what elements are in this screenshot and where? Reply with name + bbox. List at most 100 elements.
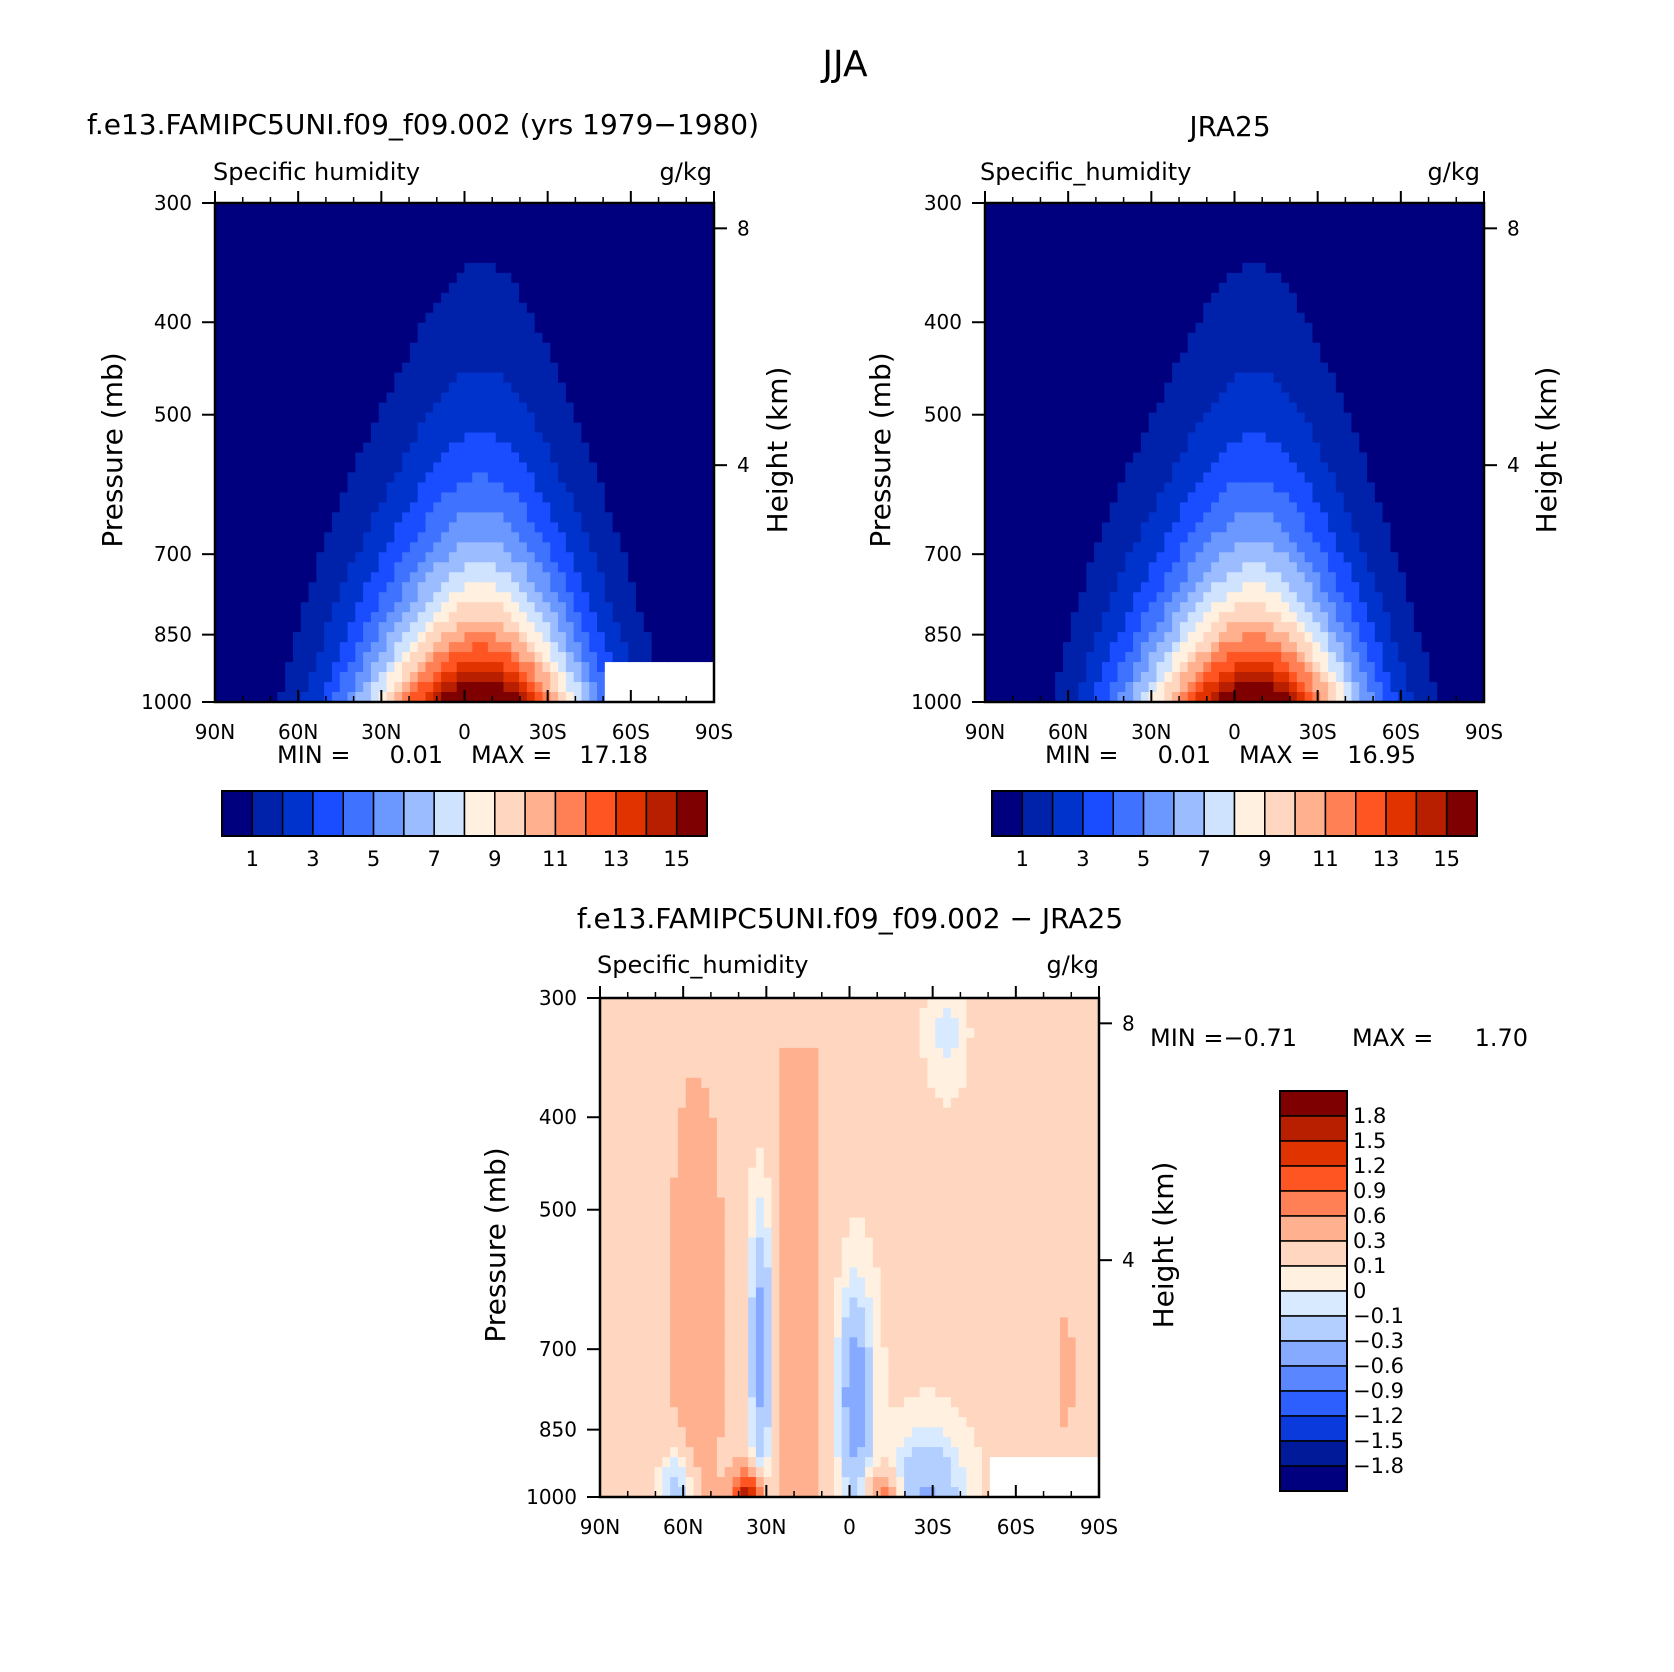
model-cell xyxy=(487,282,497,294)
obs-cell xyxy=(1062,462,1072,474)
obs-cell xyxy=(1203,232,1212,244)
model-cell xyxy=(550,332,559,344)
model-cell xyxy=(285,242,294,254)
obs-cell xyxy=(1164,212,1173,224)
model-cell xyxy=(316,312,325,324)
model-cell xyxy=(550,542,559,553)
obs-cell xyxy=(1156,512,1165,523)
model-cell xyxy=(355,272,364,284)
model-cell xyxy=(636,362,645,374)
obs-cell xyxy=(1218,672,1228,683)
model-cell xyxy=(425,252,434,264)
obs-cell xyxy=(1101,492,1111,503)
model-cell xyxy=(636,602,645,613)
model-cell xyxy=(480,512,489,523)
model-cell xyxy=(386,462,395,474)
model-cell xyxy=(573,412,583,424)
model-cell xyxy=(659,252,668,264)
model-cell xyxy=(675,222,684,234)
model-cell xyxy=(246,342,255,354)
model-cell xyxy=(441,432,450,444)
model-cell xyxy=(308,272,317,284)
obs-cell xyxy=(1039,602,1048,613)
model-cell xyxy=(433,262,442,274)
model-cell xyxy=(706,322,715,334)
model-cell xyxy=(448,282,458,294)
obs-cell xyxy=(1203,502,1212,513)
model-cell xyxy=(347,532,356,543)
model-colorbar-label: 5 xyxy=(367,847,380,871)
obs-cell xyxy=(1218,582,1228,593)
model-cell xyxy=(402,392,411,404)
model-cell xyxy=(363,242,372,254)
model-cell xyxy=(519,652,528,663)
model-cell xyxy=(339,292,349,304)
model-cell xyxy=(215,672,224,683)
model-cell xyxy=(292,372,302,384)
obs-cell xyxy=(1211,632,1220,643)
obs-cell xyxy=(1031,672,1041,683)
model-cell xyxy=(441,672,450,683)
model-cell xyxy=(503,212,512,224)
obs-cell xyxy=(1179,322,1189,334)
model-cell xyxy=(308,682,317,693)
obs-cell xyxy=(1195,502,1204,513)
model-cell xyxy=(448,632,458,643)
model-cell xyxy=(604,342,614,354)
obs-cell xyxy=(1156,382,1165,394)
model-cell xyxy=(308,412,317,424)
model-cell xyxy=(519,482,528,494)
model-cell xyxy=(558,312,567,324)
model-cell xyxy=(526,612,536,623)
model-cell xyxy=(417,492,427,503)
model-cell xyxy=(285,203,294,214)
model-cell xyxy=(409,662,419,673)
model-cell xyxy=(425,272,434,284)
model-cell xyxy=(581,582,590,593)
obs-cell xyxy=(1133,662,1142,673)
model-cell xyxy=(308,282,317,294)
model-cell xyxy=(292,252,302,264)
obs-cell xyxy=(1179,203,1189,214)
model-cell xyxy=(261,282,271,294)
model-cell xyxy=(698,412,707,424)
obs-cell xyxy=(1047,562,1056,573)
model-cell xyxy=(324,252,333,264)
model-cell xyxy=(363,552,372,563)
model-cell xyxy=(675,332,684,344)
obs-cell xyxy=(1140,582,1150,593)
obs-cell xyxy=(1218,692,1228,703)
model-cell xyxy=(363,382,372,394)
obs-cell xyxy=(1078,232,1087,244)
obs-cell xyxy=(1172,342,1181,354)
model-cell xyxy=(347,462,356,474)
obs-cell xyxy=(1101,442,1111,454)
model-cell xyxy=(682,552,692,563)
model-cell xyxy=(511,272,520,284)
model-cell xyxy=(448,422,458,434)
model-cell xyxy=(480,352,489,364)
model-cell xyxy=(285,262,294,274)
obs-cell xyxy=(1047,482,1056,494)
model-cell xyxy=(604,522,614,533)
obs-cell xyxy=(1133,682,1142,693)
obs-cell xyxy=(1164,442,1173,454)
model-cell xyxy=(355,642,364,653)
panel-model-ylabel: Pressure (mb) xyxy=(96,352,129,547)
model-cell xyxy=(511,542,520,553)
model-cell xyxy=(402,242,411,254)
model-cell xyxy=(604,512,614,523)
obs-cell xyxy=(1008,212,1017,224)
model-cell xyxy=(519,552,528,563)
model-cell xyxy=(448,372,458,384)
model-cell xyxy=(589,222,598,234)
model-cell xyxy=(604,412,614,424)
model-cell xyxy=(581,362,590,374)
obs-cell xyxy=(1148,222,1158,234)
model-cell xyxy=(597,252,606,264)
model-cell xyxy=(363,492,372,503)
obs-cell xyxy=(1203,292,1212,304)
model-cell xyxy=(308,542,317,553)
model-cell xyxy=(417,612,427,623)
model-cell xyxy=(480,592,489,603)
